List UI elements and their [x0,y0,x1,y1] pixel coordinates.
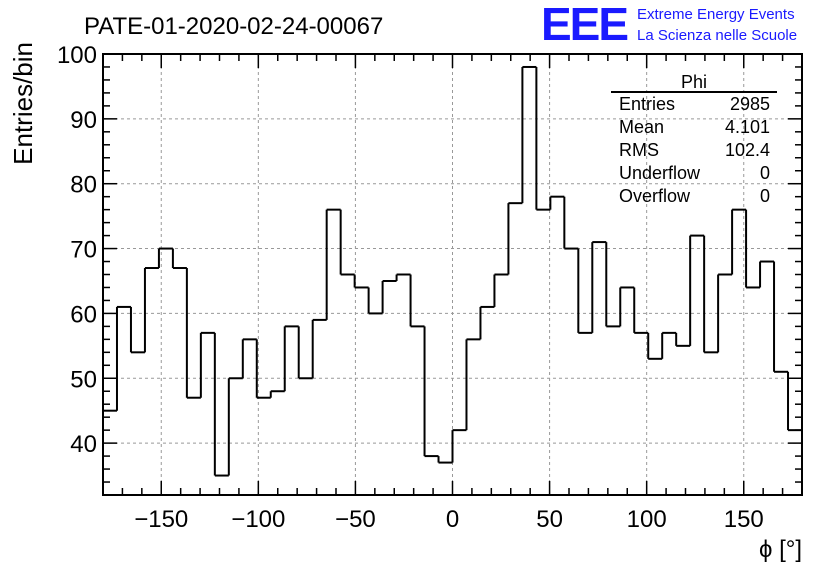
histogram-bin [717,273,733,353]
histogram-bin [213,332,229,477]
histogram-bin [689,234,705,346]
histogram-bin [129,306,145,354]
x-axis-label: ϕ [°] [759,536,802,563]
stats-row-label: Overflow [619,186,691,206]
y-tick-label: 70 [70,237,97,264]
x-tick-label: 100 [627,506,667,533]
x-tick-label: 0 [446,506,459,533]
histogram-bin [171,248,187,270]
histogram-bin [661,331,677,359]
histogram-bin [381,279,397,314]
histogram-bin [759,260,775,288]
histogram-bin [591,241,607,333]
histogram-bin [465,338,481,431]
y-tick-label: 80 [70,172,97,199]
histogram-bin [339,209,355,276]
histogram-bin [577,248,593,334]
histogram-bin [647,332,663,360]
y-tick-label: 90 [70,107,97,134]
histogram-bin [143,267,159,353]
x-tick-label: −100 [231,506,285,533]
histogram-bin [773,261,789,373]
stats-row-label: Underflow [619,163,701,183]
histogram-bin [185,268,201,399]
x-tick-label: 150 [724,506,764,533]
chart-title: PATE-01-2020-02-24-00067 [84,13,383,40]
x-axis-ticks: −150 −100 −50 0 50 100 150 [121,54,784,533]
stats-row-label: RMS [619,140,659,160]
stats-row-value: 0 [760,163,770,183]
histogram-bin [353,274,369,289]
histogram-bin [605,242,621,328]
histogram-bin [493,273,509,307]
histogram-bin [507,202,523,275]
y-tick-label: 60 [70,301,97,328]
histogram-bin [157,247,173,269]
histogram-bin [199,331,215,398]
histogram-bin [395,273,411,281]
stats-row-label: Mean [619,117,664,137]
histogram-bin [535,66,551,211]
x-tick-label: −50 [335,506,376,533]
histogram-bin [115,305,131,411]
stats-row-value: 0 [760,186,770,206]
histogram-bin [269,390,285,398]
x-tick-label: −150 [134,506,188,533]
eee-logo-line1: Extreme Energy Events [637,6,795,23]
histogram-bin [731,208,747,275]
stats-row-value: 2985 [730,94,770,114]
histogram-bin [619,286,635,327]
histogram-bin [745,209,761,289]
histogram-bin [675,332,691,347]
stats-box: Phi Entries 2985 Mean 4.101 RMS 102.4 Un… [611,72,777,206]
histogram-bin [479,305,495,340]
histogram-bin [241,338,257,379]
histogram-bin [437,456,453,464]
histogram-bin [423,326,439,458]
x-tick-label: 50 [536,506,563,533]
stats-row-value: 4.101 [725,117,770,137]
y-tick-label: 40 [70,431,97,458]
histogram-bin [311,318,327,379]
y-axis-ticks: 40 50 60 70 80 90 100 [57,42,802,483]
histogram-bin [367,287,383,315]
histogram-bin [521,65,537,204]
eee-logo: EEE Extreme Energy Events La Scienza nel… [541,0,797,50]
histogram-bin [787,371,802,432]
y-axis-label: Entries/bin [8,42,38,165]
histogram-bin [283,325,299,392]
histogram-bin [227,377,243,476]
histogram-bin [325,208,341,320]
histogram-bin [633,287,649,334]
stats-row-label: Entries [619,94,675,114]
histogram-bin [563,196,579,250]
histogram-bin [255,339,271,399]
stats-box-name: Phi [681,72,707,92]
y-tick-label: 50 [70,366,97,393]
histogram-bin [409,274,425,328]
histogram-bin [549,195,565,210]
histogram-series [103,65,802,477]
histogram-bin [703,235,719,354]
histogram-bin [297,326,313,380]
histogram-bin [451,429,467,463]
grid-lines [103,53,802,495]
stats-row-value: 102.4 [725,140,770,160]
eee-logo-line2: La Scienza nelle Scuole [637,27,797,44]
y-tick-label: 100 [57,42,97,69]
eee-logo-mark: EEE [541,0,627,50]
